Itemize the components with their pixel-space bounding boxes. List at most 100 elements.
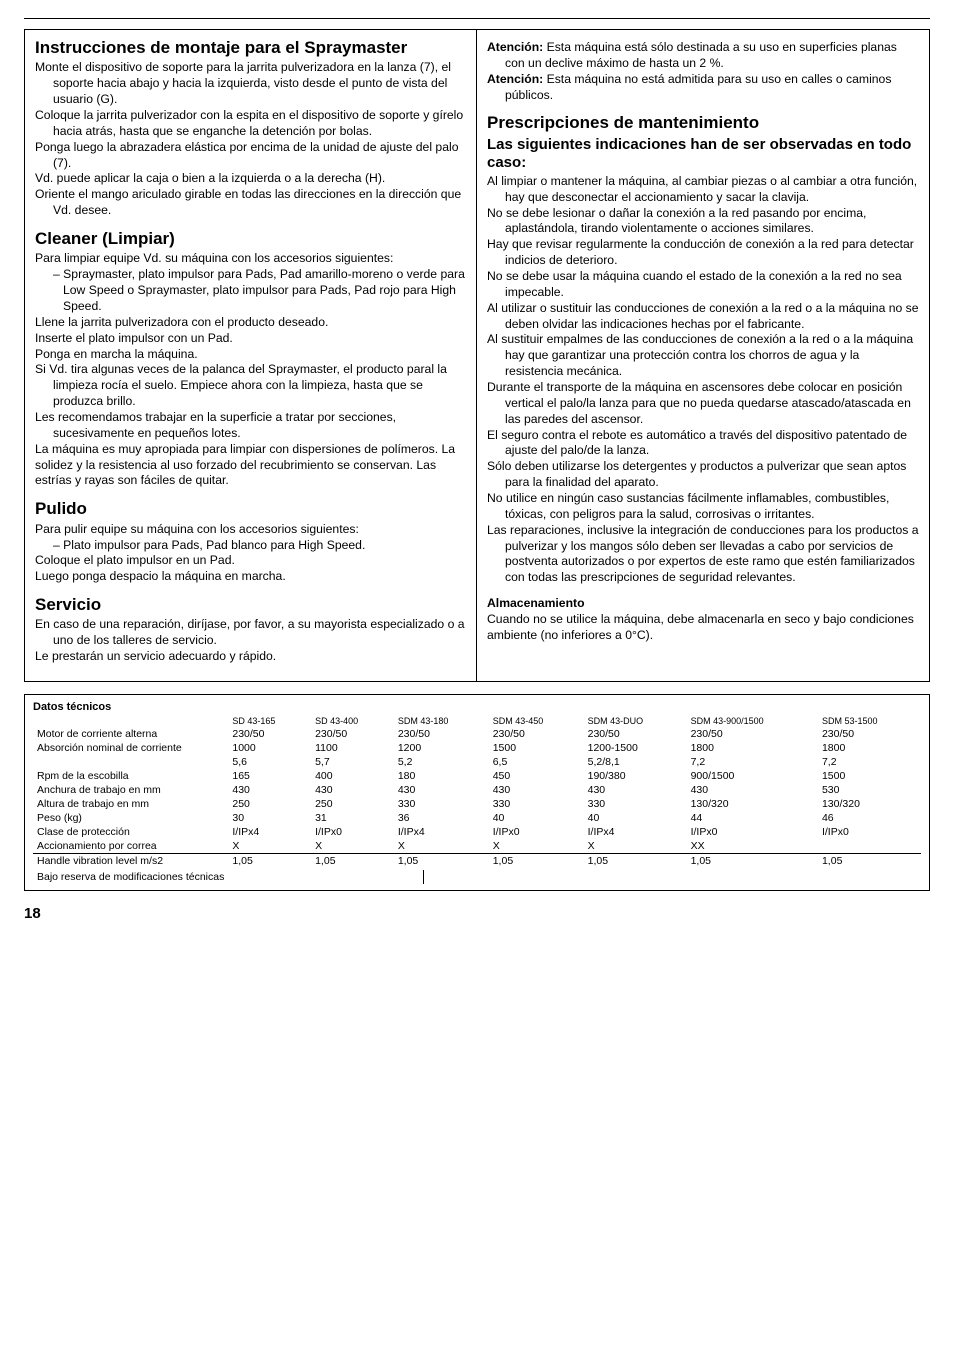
heading-instrucciones: Instrucciones de montaje para el Sprayma…: [35, 38, 466, 58]
para: Ponga luego la abrazadera elástica por e…: [35, 140, 466, 172]
para: Oriente el mango ariculado girable en to…: [35, 187, 466, 219]
table-header: SDM 53-1500: [818, 715, 921, 727]
table-cell: 430: [228, 783, 311, 797]
table-cell: 180: [394, 769, 489, 783]
para: Si Vd. tira algunas veces de la palanca …: [35, 362, 466, 410]
table-cell: 230/50: [228, 727, 311, 741]
para: Monte el dispositivo de soporte para la …: [35, 60, 466, 108]
table-cell: X: [311, 839, 394, 854]
table-cell: 250: [228, 797, 311, 811]
right-column: Atención: Esta máquina está sólo destina…: [477, 30, 929, 681]
table-cell: 230/50: [687, 727, 818, 741]
page-number: 18: [24, 905, 930, 922]
heading-prescripciones: Prescripciones de mantenimiento: [487, 113, 919, 133]
table-cell: I/IPx0: [687, 825, 818, 839]
table-cell: 1,05: [584, 854, 687, 869]
table-cell: 250: [311, 797, 394, 811]
table-cell: 36: [394, 811, 489, 825]
para: No se debe usar la máquina cuando el est…: [487, 269, 919, 301]
datos-tecnicos-table: SD 43-165 SD 43-400 SDM 43-180 SDM 43-45…: [33, 715, 921, 868]
table-cell: I/IPx4: [584, 825, 687, 839]
para: Al limpiar o mantener la máquina, al cam…: [487, 174, 919, 206]
atencion-text: Esta máquina no está admitida para su us…: [505, 72, 891, 102]
para: Ponga en marcha la máquina.: [35, 347, 466, 363]
table-cell: I/IPx0: [818, 825, 921, 839]
table-cell: 900/1500: [687, 769, 818, 783]
table-cell: 5,6: [228, 755, 311, 769]
heading-servicio: Servicio: [35, 595, 466, 615]
para: Cuando no se utilice la máquina, debe al…: [487, 612, 919, 644]
para: Al utilizar o sustituir las conducciones…: [487, 301, 919, 333]
table-footer: Bajo reserva de modificaciones técnicas: [33, 870, 424, 884]
table-cell: 330: [489, 797, 584, 811]
table-cell: 130/320: [818, 797, 921, 811]
table-cell: 230/50: [818, 727, 921, 741]
table-cell: 7,2: [818, 755, 921, 769]
para: Les recomendamos trabajar en la superfic…: [35, 410, 466, 442]
table-cell: I/IPx4: [394, 825, 489, 839]
table-row: Absorción nominal de corriente1000110012…: [33, 741, 921, 755]
para: Para pulir equipe su máquina con los acc…: [35, 522, 466, 538]
table-cell: 31: [311, 811, 394, 825]
datos-tecnicos-box: Datos técnicos SD 43-165 SD 43-400 SDM 4…: [24, 694, 930, 891]
table-cell: 430: [489, 783, 584, 797]
heading-almacenamiento: Almacenamiento: [487, 596, 585, 610]
para: Coloque la jarrita pulverizador con la e…: [35, 108, 466, 140]
para: Durante el transporte de la máquina en a…: [487, 380, 919, 428]
para: No utilice en ningún caso sustancias fác…: [487, 491, 919, 523]
para: Atención: Esta máquina no está admitida …: [487, 72, 919, 104]
para: Al sustituir empalmes de las conduccione…: [487, 332, 919, 380]
table-cell: 40: [584, 811, 687, 825]
table-cell: 1100: [311, 741, 394, 755]
table-row: Clase de protecciónI/IPx4I/IPx0I/IPx4I/I…: [33, 825, 921, 839]
table-cell: 1,05: [228, 854, 311, 869]
table-row: Anchura de trabajo en mm4304304304304304…: [33, 783, 921, 797]
table-cell: Absorción nominal de corriente: [33, 741, 228, 755]
para: Llene la jarrita pulverizadora con el pr…: [35, 315, 466, 331]
para: Vd. puede aplicar la caja o bien a la iz…: [35, 171, 466, 187]
table-cell: 44: [687, 811, 818, 825]
para: No se debe lesionar o dañar la conexión …: [487, 206, 919, 238]
table-cell: 1,05: [394, 854, 489, 869]
table-cell: 40: [489, 811, 584, 825]
table-cell: 450: [489, 769, 584, 783]
table-cell: 230/50: [489, 727, 584, 741]
table-row: Motor de corriente alterna230/50230/5023…: [33, 727, 921, 741]
list-item: – Plato impulsor para Pads, Pad blanco p…: [35, 538, 466, 554]
atencion-label: Atención:: [487, 72, 543, 86]
subheading-indicaciones: Las siguientes indicaciones han de ser o…: [487, 136, 919, 172]
table-cell: X: [584, 839, 687, 854]
table-cell: Accionamiento por correa: [33, 839, 228, 854]
table-cell: X: [394, 839, 489, 854]
table-cell: Handle vibration level m/s2: [33, 854, 228, 869]
table-cell: 1200: [394, 741, 489, 755]
table-cell: 190/380: [584, 769, 687, 783]
table-header-row: SD 43-165 SD 43-400 SDM 43-180 SDM 43-45…: [33, 715, 921, 727]
table-cell: Altura de trabajo en mm: [33, 797, 228, 811]
table-cell: Motor de corriente alterna: [33, 727, 228, 741]
table-header: [33, 715, 228, 727]
table-cell: 330: [394, 797, 489, 811]
table-header: SDM 43-180: [394, 715, 489, 727]
table-cell: 1,05: [818, 854, 921, 869]
table-cell: 530: [818, 783, 921, 797]
table-cell: 1500: [489, 741, 584, 755]
para: En caso de una reparación, diríjase, por…: [35, 617, 466, 649]
table-row: Altura de trabajo en mm25025033033033013…: [33, 797, 921, 811]
table-cell: 1200-1500: [584, 741, 687, 755]
table-cell: [818, 839, 921, 854]
table-cell: 230/50: [394, 727, 489, 741]
heading-cleaner: Cleaner (Limpiar): [35, 229, 466, 249]
table-cell: 1,05: [311, 854, 394, 869]
para: Inserte el plato impulsor con un Pad.: [35, 331, 466, 347]
table-row: Peso (kg)30313640404446: [33, 811, 921, 825]
para: Le prestarán un servicio adecuardo y ráp…: [35, 649, 466, 665]
table-cell: X: [489, 839, 584, 854]
table-cell: 7,2: [687, 755, 818, 769]
table-cell: 1000: [228, 741, 311, 755]
table-cell: 5,2/8,1: [584, 755, 687, 769]
table-cell: 1500: [818, 769, 921, 783]
table-cell: Rpm de la escobilla: [33, 769, 228, 783]
table-cell: 130/320: [687, 797, 818, 811]
table-cell: 1800: [687, 741, 818, 755]
